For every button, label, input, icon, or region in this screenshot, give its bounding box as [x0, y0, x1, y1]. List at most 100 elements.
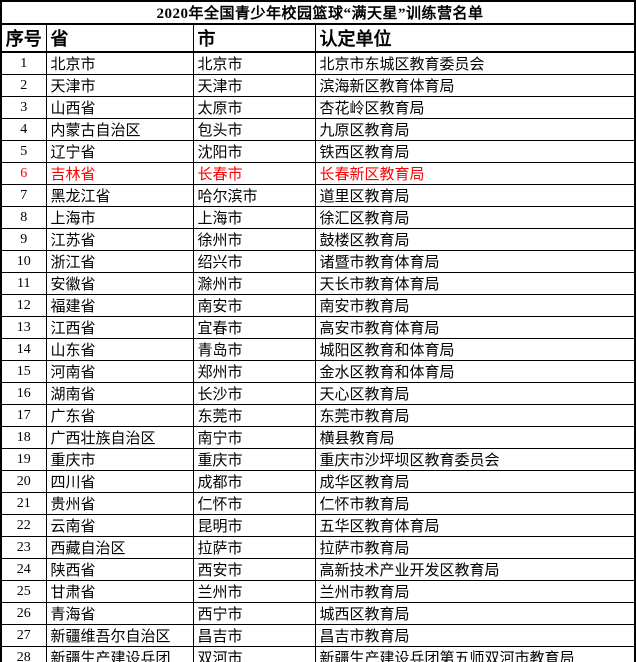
- column-header-province: 省: [45, 23, 194, 53]
- cell-city: 南宁市: [192, 426, 316, 449]
- cell-index: 7: [0, 184, 47, 207]
- title-row: 2020年全国青少年校园篮球“满天星”训练营名单: [0, 0, 636, 25]
- cell-city: 长春市: [192, 162, 316, 185]
- cell-province: 北京市: [45, 51, 194, 75]
- cell-index: 28: [0, 646, 47, 662]
- table-row: 20 四川省 成都市 成华区教育局: [0, 470, 636, 493]
- table-row: 22 云南省 昆明市 五华区教育体育局: [0, 514, 636, 537]
- cell-unit: 道里区教育局: [314, 184, 636, 207]
- cell-city: 南安市: [192, 294, 316, 317]
- cell-province: 新疆生产建设兵团: [45, 646, 194, 662]
- cell-unit: 金水区教育和体育局: [314, 360, 636, 383]
- table-row: 5 辽宁省 沈阳市 铁西区教育局: [0, 140, 636, 163]
- cell-index: 13: [0, 316, 47, 339]
- table-row: 6 吉林省 长春市 长春新区教育局: [0, 162, 636, 185]
- table-row: 26 青海省 西宁市 城西区教育局: [0, 602, 636, 625]
- cell-province: 广东省: [45, 404, 194, 427]
- cell-unit: 昌吉市教育局: [314, 624, 636, 647]
- cell-city: 天津市: [192, 74, 316, 97]
- cell-unit: 五华区教育体育局: [314, 514, 636, 537]
- cell-province: 云南省: [45, 514, 194, 537]
- column-header-index: 序号: [0, 23, 47, 53]
- table-row: 11 安徽省 滁州市 天长市教育体育局: [0, 272, 636, 295]
- table-row: 25 甘肃省 兰州市 兰州市教育局: [0, 580, 636, 603]
- cell-unit: 天心区教育局: [314, 382, 636, 405]
- cell-unit: 滨海新区教育体育局: [314, 74, 636, 97]
- cell-index: 26: [0, 602, 47, 625]
- cell-city: 东莞市: [192, 404, 316, 427]
- cell-unit: 长春新区教育局: [314, 162, 636, 185]
- cell-city: 沈阳市: [192, 140, 316, 163]
- cell-city: 仁怀市: [192, 492, 316, 515]
- cell-city: 西安市: [192, 558, 316, 581]
- cell-index: 10: [0, 250, 47, 273]
- table-row: 16 湖南省 长沙市 天心区教育局: [0, 382, 636, 405]
- cell-province: 四川省: [45, 470, 194, 493]
- table-row: 8 上海市 上海市 徐汇区教育局: [0, 206, 636, 229]
- cell-province: 内蒙古自治区: [45, 118, 194, 141]
- cell-province: 湖南省: [45, 382, 194, 405]
- table-row: 2 天津市 天津市 滨海新区教育体育局: [0, 74, 636, 97]
- cell-city: 哈尔滨市: [192, 184, 316, 207]
- cell-index: 3: [0, 96, 47, 119]
- table-body: 1 北京市 北京市 北京市东城区教育委员会 2 天津市 天津市 滨海新区教育体育局 3 山西省 太原…: [0, 51, 636, 662]
- column-header-city: 市: [192, 23, 316, 53]
- cell-index: 27: [0, 624, 47, 647]
- table-row: 17 广东省 东莞市 东莞市教育局: [0, 404, 636, 427]
- cell-city: 滁州市: [192, 272, 316, 295]
- cell-province: 福建省: [45, 294, 194, 317]
- cell-index: 21: [0, 492, 47, 515]
- table-row: 12 福建省 南安市 南安市教育局: [0, 294, 636, 317]
- cell-unit: 高新技术产业开发区教育局: [314, 558, 636, 581]
- cell-province: 贵州省: [45, 492, 194, 515]
- cell-unit: 兰州市教育局: [314, 580, 636, 603]
- cell-index: 8: [0, 206, 47, 229]
- cell-unit: 重庆市沙坪坝区教育委员会: [314, 448, 636, 471]
- cell-city: 宜春市: [192, 316, 316, 339]
- cell-province: 重庆市: [45, 448, 194, 471]
- cell-city: 郑州市: [192, 360, 316, 383]
- table-row: 13 江西省 宜春市 高安市教育体育局: [0, 316, 636, 339]
- cell-index: 15: [0, 360, 47, 383]
- cell-province: 吉林省: [45, 162, 194, 185]
- table-row: 21 贵州省 仁怀市 仁怀市教育局: [0, 492, 636, 515]
- page-title: 2020年全国青少年校园篮球“满天星”训练营名单: [0, 0, 636, 25]
- cell-province: 青海省: [45, 602, 194, 625]
- cell-city: 青岛市: [192, 338, 316, 361]
- cell-city: 昌吉市: [192, 624, 316, 647]
- cell-index: 25: [0, 580, 47, 603]
- cell-province: 甘肃省: [45, 580, 194, 603]
- table-row: 4 内蒙古自治区 包头市 九原区教育局: [0, 118, 636, 141]
- cell-city: 包头市: [192, 118, 316, 141]
- table-row: 28 新疆生产建设兵团 双河市 新疆生产建设兵团第五师双河市教育局: [0, 646, 636, 662]
- cell-province: 陕西省: [45, 558, 194, 581]
- cell-unit: 铁西区教育局: [314, 140, 636, 163]
- table-row: 24 陕西省 西安市 高新技术产业开发区教育局: [0, 558, 636, 581]
- table-row: 14 山东省 青岛市 城阳区教育和体育局: [0, 338, 636, 361]
- header-row: 序号 省 市 认定单位: [0, 23, 636, 53]
- cell-index: 16: [0, 382, 47, 405]
- cell-index: 24: [0, 558, 47, 581]
- cell-unit: 拉萨市教育局: [314, 536, 636, 559]
- table-row: 7 黑龙江省 哈尔滨市 道里区教育局: [0, 184, 636, 207]
- cell-unit: 诸暨市教育体育局: [314, 250, 636, 273]
- cell-index: 22: [0, 514, 47, 537]
- cell-province: 上海市: [45, 206, 194, 229]
- table-row: 27 新疆维吾尔自治区 昌吉市 昌吉市教育局: [0, 624, 636, 647]
- cell-unit: 杏花岭区教育局: [314, 96, 636, 119]
- cell-city: 北京市: [192, 51, 316, 75]
- cell-index: 19: [0, 448, 47, 471]
- cell-city: 双河市: [192, 646, 316, 662]
- cell-province: 新疆维吾尔自治区: [45, 624, 194, 647]
- cell-city: 长沙市: [192, 382, 316, 405]
- cell-index: 5: [0, 140, 47, 163]
- cell-province: 黑龙江省: [45, 184, 194, 207]
- cell-province: 江西省: [45, 316, 194, 339]
- cell-index: 17: [0, 404, 47, 427]
- cell-unit: 九原区教育局: [314, 118, 636, 141]
- cell-province: 广西壮族自治区: [45, 426, 194, 449]
- table-row: 3 山西省 太原市 杏花岭区教育局: [0, 96, 636, 119]
- cell-unit: 成华区教育局: [314, 470, 636, 493]
